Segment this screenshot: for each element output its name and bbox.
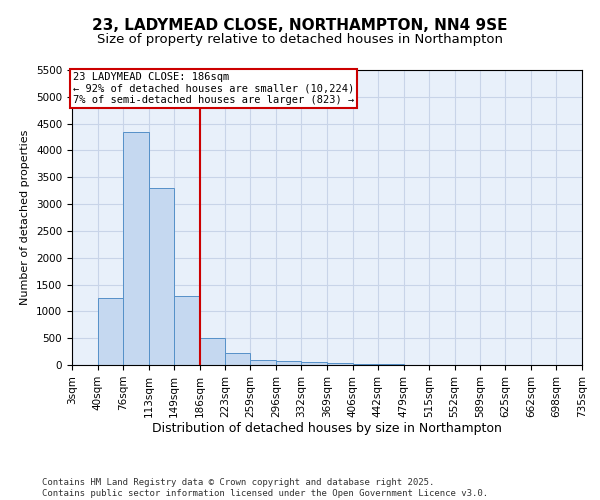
Bar: [353, 364, 378, 365]
Text: 23, LADYMEAD CLOSE, NORTHAMPTON, NN4 9SE: 23, LADYMEAD CLOSE, NORTHAMPTON, NN4 9SE: [92, 18, 508, 32]
Y-axis label: Number of detached properties: Number of detached properties: [20, 130, 31, 305]
X-axis label: Distribution of detached houses by size in Northampton: Distribution of detached houses by size …: [152, 422, 502, 436]
Bar: [149, 188, 174, 365]
Bar: [98, 298, 123, 365]
Bar: [199, 338, 225, 365]
Bar: [327, 364, 353, 365]
Bar: [301, 362, 327, 365]
Text: 23 LADYMEAD CLOSE: 186sqm
← 92% of detached houses are smaller (10,224)
7% of se: 23 LADYMEAD CLOSE: 186sqm ← 92% of detac…: [73, 72, 354, 106]
Text: Contains HM Land Registry data © Crown copyright and database right 2025.
Contai: Contains HM Land Registry data © Crown c…: [42, 478, 488, 498]
Bar: [378, 364, 404, 365]
Bar: [225, 352, 250, 365]
Bar: [276, 360, 301, 365]
Bar: [123, 132, 149, 365]
Bar: [250, 360, 276, 365]
Text: Size of property relative to detached houses in Northampton: Size of property relative to detached ho…: [97, 32, 503, 46]
Bar: [174, 296, 199, 365]
